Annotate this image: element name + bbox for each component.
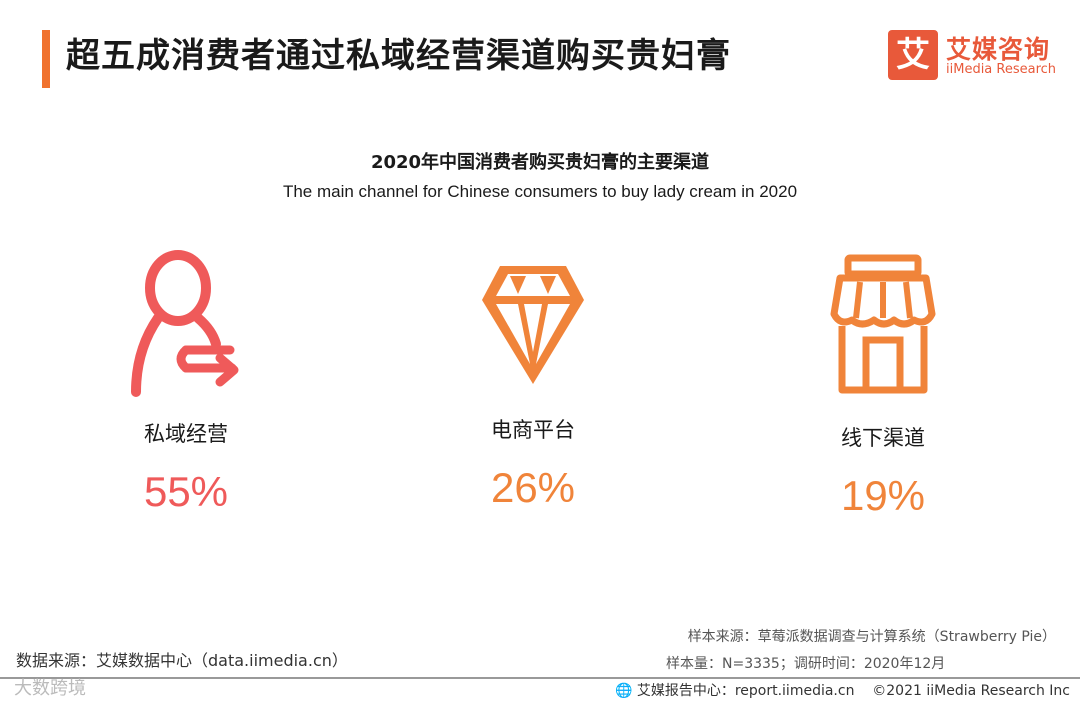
sample-info: 样本量：N=3335；调研时间：2020年12月 — [666, 656, 946, 672]
title-accent-bar — [42, 30, 50, 88]
storefront-icon — [830, 254, 936, 394]
channel-label: 电商平台 — [491, 418, 575, 442]
footer-divider — [0, 677, 1080, 679]
logo-name-cn: 艾媒咨询 — [946, 35, 1051, 64]
globe-icon: 🌐 — [614, 683, 633, 699]
page-title: 超五成消费者通过私域经营渠道购买贵妇膏 — [66, 36, 731, 76]
channel-value: 55% — [143, 468, 229, 515]
logo-name-en: iiMedia Research — [946, 62, 1057, 77]
channel-offline: 线下渠道 19% — [763, 254, 1003, 520]
iimedia-logo: 艾 艾媒咨询 iiMedia Research — [888, 30, 1058, 84]
data-source: 数据来源：艾媒数据中心（data.iimedia.cn） — [16, 651, 348, 670]
chart-subtitle: The main channel for Chinese consumers t… — [282, 182, 798, 201]
channel-label: 私域经营 — [144, 422, 228, 446]
diamond-icon — [482, 266, 584, 384]
copyright: ©2021 iiMedia Research Inc — [872, 683, 1070, 699]
watermark: 大数跨境 — [14, 678, 86, 699]
report-center-link[interactable]: 艾媒报告中心：report.iimedia.cn — [636, 683, 855, 699]
channel-value: 19% — [840, 472, 926, 519]
sample-source: 样本来源：草莓派数据调查与计算系统（Strawberry Pie） — [687, 629, 1056, 645]
channel-ecommerce: 电商平台 26% — [413, 260, 653, 512]
channel-label: 线下渠道 — [841, 426, 925, 450]
footer-info: 🌐 艾媒报告中心：report.iimedia.cn ©2021 iiMedia… — [615, 680, 1070, 700]
channel-private-domain: 私域经营 55% — [66, 250, 306, 516]
channel-value: 26% — [490, 464, 576, 511]
chart-title: 2020年中国消费者购买贵妇膏的主要渠道 — [370, 152, 710, 173]
logo-mark: 艾 — [888, 30, 938, 80]
person-arrow-icon — [131, 250, 239, 397]
